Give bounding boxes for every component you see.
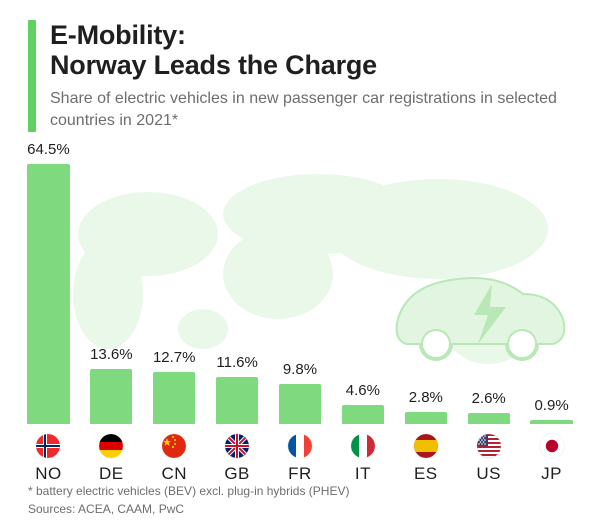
- bar-col-es: 2.8% ES: [399, 389, 452, 483]
- flag-icon: [351, 434, 375, 458]
- chart-title: E-Mobility: Norway Leads the Charge: [50, 20, 572, 80]
- bar-col-de: 13.6% DE: [85, 346, 138, 484]
- bar-col-gb: 11.6% GB: [211, 354, 264, 484]
- flag-icon: [162, 434, 186, 458]
- sources: Sources: ACEA, CAAM, PwC: [28, 501, 572, 518]
- bar-col-fr: 9.8% FR: [274, 361, 327, 484]
- flag-icon: [36, 434, 60, 458]
- bar-value-label: 2.8%: [409, 389, 443, 406]
- title-line-1: E-Mobility:: [50, 20, 186, 50]
- bar-value-label: 0.9%: [534, 397, 568, 414]
- bar: [216, 377, 258, 424]
- title-line-2: Norway Leads the Charge: [50, 50, 377, 80]
- accent-bar: [28, 20, 36, 132]
- bar: [279, 384, 321, 424]
- flag-icon: [477, 434, 501, 458]
- country-code: US: [476, 464, 501, 484]
- bar: [468, 413, 510, 423]
- flag-icon: [99, 434, 123, 458]
- country-code: DE: [99, 464, 124, 484]
- footer: * battery electric vehicles (BEV) excl. …: [28, 483, 572, 518]
- bar-value-label: 12.7%: [153, 349, 196, 366]
- bar-value-label: 4.6%: [346, 382, 380, 399]
- bar: [153, 372, 195, 423]
- footnote: * battery electric vehicles (BEV) excl. …: [28, 483, 572, 500]
- bar-value-label: 11.6%: [216, 354, 257, 371]
- chart-subtitle: Share of electric vehicles in new passen…: [50, 88, 572, 131]
- flag-icon: [288, 434, 312, 458]
- country-code: JP: [541, 464, 562, 484]
- country-code: NO: [35, 464, 62, 484]
- country-code: FR: [288, 464, 312, 484]
- bar: [90, 369, 132, 424]
- bar-value-label: 13.6%: [90, 346, 133, 363]
- bar-series: 64.5%NO13.6%DE12.7%CN11.6%GB9.8%FR4.6%IT…: [18, 154, 582, 484]
- country-code: IT: [355, 464, 371, 484]
- header: E-Mobility: Norway Leads the Charge Shar…: [0, 0, 600, 132]
- country-code: CN: [161, 464, 187, 484]
- bar-col-jp: 0.9% JP: [525, 397, 578, 484]
- flag-icon: [540, 434, 564, 458]
- bar-value-label: 9.8%: [283, 361, 317, 378]
- flag-icon: [414, 434, 438, 458]
- bar-value-label: 64.5%: [27, 141, 70, 158]
- bar-value-label: 2.6%: [472, 390, 506, 407]
- bar: [27, 164, 69, 424]
- title-block: E-Mobility: Norway Leads the Charge Shar…: [50, 20, 572, 132]
- bar-col-cn: 12.7% CN: [148, 349, 201, 483]
- bar-col-no: 64.5% NO: [22, 141, 75, 484]
- bar: [405, 412, 447, 423]
- chart-area: 64.5%NO13.6%DE12.7%CN11.6%GB9.8%FR4.6%IT…: [18, 154, 582, 484]
- bar: [530, 420, 572, 424]
- flag-icon: [225, 434, 249, 458]
- country-code: ES: [414, 464, 438, 484]
- bar-col-us: 2.6% US: [462, 390, 515, 483]
- country-code: GB: [224, 464, 250, 484]
- bar-col-it: 4.6% IT: [336, 382, 389, 484]
- bar: [342, 405, 384, 424]
